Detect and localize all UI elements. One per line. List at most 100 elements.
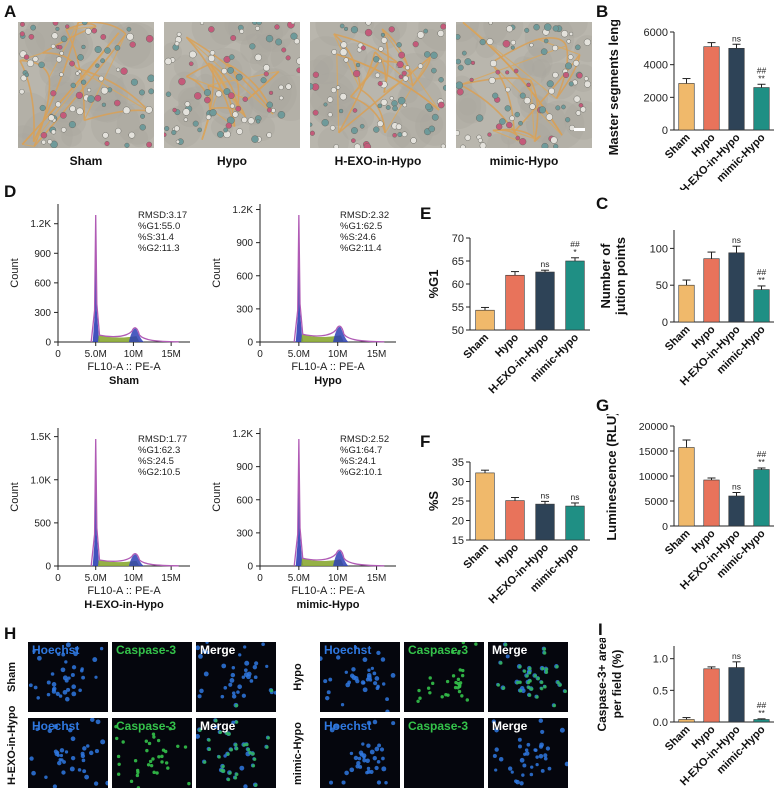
bar-ytick: 70: [452, 233, 464, 245]
bar-3: [565, 505, 585, 541]
flow-ytick: 1.2K: [30, 219, 51, 230]
micrograph-2: [310, 22, 446, 148]
bar-annotation: ##: [570, 239, 580, 249]
panel-letter-d: D: [4, 182, 17, 201]
panel-letter-i: I: [598, 620, 603, 639]
bar-annotation: ##: [757, 65, 767, 75]
flow-stat: %G2:11.3: [138, 243, 180, 254]
fluor-title: Hoechst: [32, 643, 80, 657]
bar-annotation: ns: [732, 235, 741, 245]
bar-0: [475, 309, 495, 331]
fluor-row-label: mimic-Hypo: [292, 722, 304, 785]
flow-stat: %G1:62.3: [138, 445, 180, 456]
bar-annotation: ns: [732, 33, 741, 43]
panel-letter-h: H: [4, 624, 17, 643]
flow-xtick: 10M: [328, 349, 347, 360]
flow-ytick: 1.2K: [232, 429, 253, 440]
bar-0: [475, 472, 495, 541]
bar-1: [703, 46, 720, 131]
panel-letter-a: A: [4, 2, 17, 21]
bar-annotation: ns: [732, 651, 741, 661]
fluor-title: Hoechst: [324, 719, 372, 733]
bar-0: [678, 83, 695, 131]
flow-xtick: 0: [257, 349, 263, 360]
bar-ytick: 30: [452, 477, 464, 489]
flow-xtick: 10M: [124, 573, 143, 584]
panel-letter-g: G: [596, 396, 610, 415]
flow-xtick: 15M: [161, 573, 180, 584]
flow-ytick: 300: [236, 304, 253, 315]
bar-ytick: 50: [656, 280, 668, 292]
bar-1: [703, 479, 720, 527]
bar-1: [505, 500, 525, 541]
flow-name: Hypo: [314, 375, 342, 387]
flow-xtick: 5.0M: [85, 349, 107, 360]
bar-ylabel: Luminescence (RLU): [604, 414, 619, 541]
flow-stat: %G1:62.5: [340, 221, 382, 232]
bar-ylabel: jution points: [613, 237, 628, 316]
flow-ytick: 600: [34, 278, 51, 289]
fluor-tile: Hoechst: [28, 642, 108, 712]
bar-0: [678, 447, 695, 527]
flow-ytick: 500: [34, 518, 51, 529]
fluor-title: Hoechst: [324, 643, 372, 657]
flow-ytick: 1.5K: [30, 432, 51, 443]
bar-annotation: **: [758, 275, 765, 285]
bar-ytick: 20: [452, 516, 464, 528]
bar-1: [703, 668, 720, 723]
bar-category: Hypo: [493, 541, 521, 569]
fluor-row-label: H-EXO-in-Hypo: [6, 705, 18, 785]
flow-xtick: 10M: [124, 349, 143, 360]
flow-ytick: 1.2K: [232, 205, 253, 216]
flow-ylabel: Count: [211, 258, 223, 287]
flow-xtick: 0: [55, 349, 61, 360]
flow-xtick: 10M: [328, 573, 347, 584]
bar-ytick: 2000: [644, 92, 668, 104]
bar-ytick: 15: [452, 535, 464, 547]
bar-ytick: 55: [452, 302, 464, 314]
bar-ytick: 0: [662, 125, 668, 137]
bar-annotation: ns: [541, 259, 550, 269]
flow-xtick: 0: [55, 573, 61, 584]
bar-category: Sham: [461, 331, 491, 361]
bar-annotation: **: [758, 457, 765, 467]
bar-ylabel: Caspase-3+ area: [596, 638, 609, 732]
bar-ytick: 65: [452, 256, 464, 268]
flow-name: Sham: [109, 375, 139, 387]
flow-ytick: 1.0K: [30, 475, 51, 486]
flow-xlabel: FL10-A :: PE-A: [291, 585, 365, 597]
bar-ylabel: %G1: [426, 270, 441, 299]
bar-category: Hypo: [493, 331, 521, 359]
micrograph-label: H-EXO-in-Hypo: [334, 154, 422, 168]
fluor-tile: Hoechst: [28, 718, 108, 788]
panel-letter-f: F: [420, 432, 431, 451]
bar-ytick: 20000: [639, 421, 668, 433]
bar-ytick: 50: [452, 325, 464, 337]
flow-ytick: 300: [34, 308, 51, 319]
flow-xtick: 15M: [367, 573, 386, 584]
micrograph-3: [456, 22, 592, 148]
flow-stat: %S:24.6: [340, 232, 376, 243]
bar-ylabel: %S: [426, 491, 441, 512]
flow-ytick: 300: [236, 528, 253, 539]
bar-ytick: 6000: [644, 27, 668, 39]
bar-ytick: 100: [650, 243, 668, 255]
flow-xlabel: FL10-A :: PE-A: [291, 361, 365, 373]
flow-ytick: 0: [247, 562, 253, 573]
fluor-title: Caspase-3: [116, 719, 177, 733]
fluor-title: Merge: [200, 643, 236, 657]
bar-3: [565, 260, 585, 331]
bar-annotation: ##: [757, 700, 767, 710]
bar-ytick: 25: [452, 496, 464, 508]
fluor-tile: Merge: [488, 718, 568, 788]
flow-ylabel: Count: [9, 482, 21, 511]
fluor-title: Caspase-3: [408, 719, 469, 733]
bar-annotation: **: [758, 708, 765, 718]
